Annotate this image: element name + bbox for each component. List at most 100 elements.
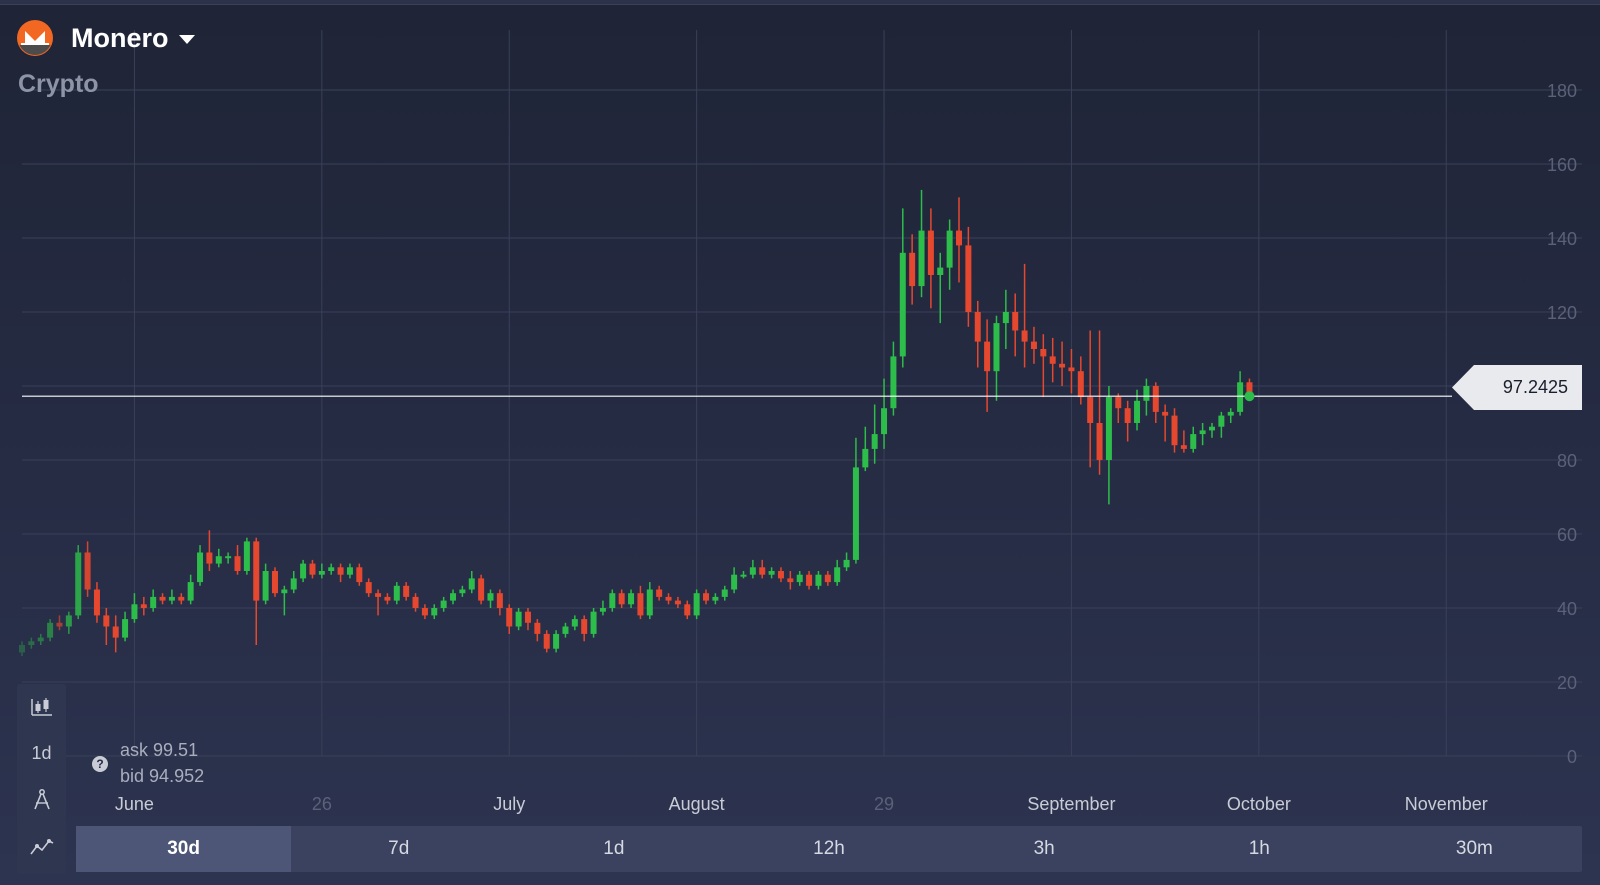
- candle: [777, 567, 784, 583]
- candle: [225, 552, 232, 564]
- timeframe-30d[interactable]: 30d: [76, 826, 292, 872]
- chart-type-button[interactable]: [17, 684, 66, 728]
- x-tick-label: 29: [874, 794, 894, 814]
- candle: [1049, 337, 1056, 383]
- x-tick-label: 26: [312, 794, 332, 814]
- candle: [37, 633, 44, 645]
- candle: [703, 589, 710, 605]
- candle: [459, 585, 466, 597]
- indicators-button[interactable]: [17, 825, 66, 869]
- bid-row: bid 94.952: [120, 766, 204, 787]
- candle: [375, 589, 382, 616]
- candle: [1012, 293, 1019, 357]
- timeframe-30m[interactable]: 30m: [1455, 838, 1493, 859]
- candle: [534, 619, 541, 642]
- x-tick-label: June: [115, 794, 154, 814]
- candle: [1105, 386, 1112, 505]
- y-tick-label: 180: [1547, 81, 1577, 101]
- timeframe-selector: 30d 7d 1d 12h 3h 1h 30m: [76, 826, 1582, 872]
- candle: [862, 426, 869, 472]
- candle: [524, 608, 531, 631]
- asset-header[interactable]: Monero: [16, 18, 195, 58]
- interval-button[interactable]: 1d: [31, 742, 52, 763]
- candle: [909, 234, 916, 305]
- candle: [1143, 378, 1150, 416]
- candle: [684, 600, 691, 620]
- candle: [122, 611, 129, 642]
- candle: [1162, 404, 1169, 442]
- candle: [1040, 334, 1047, 398]
- candle: [131, 593, 138, 623]
- candle: [487, 589, 494, 608]
- candle: [93, 582, 100, 623]
- candle: [824, 571, 831, 586]
- timeframe-1d[interactable]: 1d: [603, 838, 625, 859]
- current-price-value: 97.2425: [1502, 377, 1568, 397]
- timeframe-12h[interactable]: 12h: [813, 838, 845, 859]
- candle: [871, 404, 878, 464]
- candle: [1059, 341, 1066, 386]
- x-tick-label: September: [1027, 794, 1115, 814]
- timeframe-1h[interactable]: 1h: [1248, 838, 1270, 859]
- candle: [1227, 408, 1234, 423]
- candle: [749, 559, 756, 579]
- timeframe-7d[interactable]: 7d: [388, 838, 410, 859]
- candle: [450, 589, 457, 605]
- candle: [618, 589, 625, 608]
- candle: [1124, 400, 1131, 442]
- y-tick-label: 20: [1557, 673, 1577, 693]
- ask-label: ask: [120, 740, 149, 760]
- candle: [215, 548, 222, 568]
- candle: [262, 563, 269, 605]
- candle: [253, 537, 260, 645]
- candle: [393, 582, 400, 605]
- candle: [365, 578, 372, 597]
- candle: [1030, 326, 1037, 364]
- candle: [1077, 356, 1084, 405]
- drawing-tools-button[interactable]: [17, 778, 66, 822]
- candle: [318, 563, 325, 579]
- candle: [1237, 371, 1244, 416]
- candle: [19, 641, 25, 657]
- timeframe-3h[interactable]: 3h: [1033, 838, 1055, 859]
- candle: [852, 437, 859, 564]
- y-axis-labels: 020406080100120140160180: [1547, 81, 1577, 767]
- candle: [412, 593, 419, 612]
- candle: [815, 571, 822, 590]
- candle: [927, 208, 934, 309]
- asset-category: Crypto: [18, 70, 99, 98]
- candle: [421, 604, 428, 620]
- candle: [112, 615, 119, 653]
- x-tick-label: August: [669, 794, 725, 814]
- candle: [403, 582, 410, 601]
- vertical-gridlines: [133, 30, 1447, 756]
- candles: [19, 189, 1253, 657]
- candle: [328, 563, 335, 575]
- candle: [937, 252, 944, 324]
- candle: [918, 189, 925, 298]
- candle: [234, 545, 241, 575]
- candle: [281, 585, 288, 616]
- candle: [656, 585, 663, 601]
- help-icon[interactable]: ?: [92, 756, 108, 772]
- candle: [1087, 330, 1094, 468]
- y-tick-label: 80: [1557, 451, 1577, 471]
- candle: [65, 611, 72, 634]
- candle: [56, 615, 63, 631]
- x-tick-label: October: [1227, 794, 1291, 814]
- candle: [646, 582, 653, 620]
- chevron-down-icon[interactable]: [178, 35, 195, 44]
- asset-name[interactable]: Monero: [71, 22, 169, 53]
- candle: [271, 567, 278, 597]
- candle: [187, 574, 194, 605]
- candle: [440, 596, 447, 612]
- candle: [562, 622, 569, 638]
- x-axis-labels: June 26 July August 29 September October Novemb…: [115, 794, 1488, 814]
- candle: [956, 197, 962, 283]
- candle: [356, 563, 363, 586]
- candle: [1180, 430, 1187, 453]
- candle: [28, 637, 35, 649]
- candle: [796, 571, 803, 586]
- candle: [553, 630, 560, 653]
